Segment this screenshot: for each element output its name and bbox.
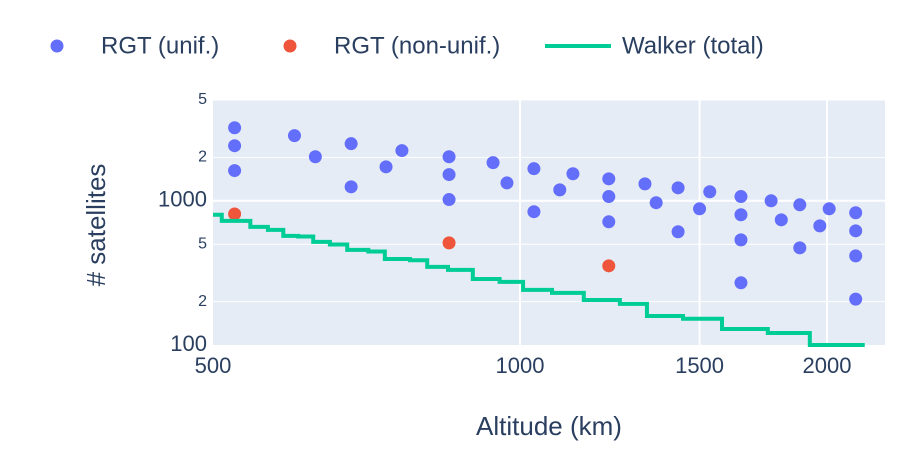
data-point (228, 207, 242, 221)
data-point (602, 172, 616, 186)
data-point (734, 208, 748, 222)
data-point (344, 180, 358, 194)
legend-marker (50, 39, 64, 53)
data-point (228, 139, 242, 153)
data-point (602, 215, 616, 229)
data-point (734, 276, 748, 290)
data-point (442, 168, 456, 182)
data-point (849, 224, 863, 238)
y-tick-label: 2 (198, 149, 207, 166)
data-point (734, 190, 748, 204)
x-axis-title: Altitude (km) (476, 411, 622, 441)
y-tick-label: 5 (198, 235, 207, 252)
data-point (553, 183, 567, 197)
data-point (671, 181, 685, 195)
data-point (228, 121, 242, 135)
y-tick-label: 1000 (158, 187, 207, 212)
data-point (671, 225, 685, 239)
data-point (649, 196, 663, 210)
x-tick-label: 2000 (802, 353, 851, 378)
data-point (395, 144, 409, 158)
data-point (379, 160, 393, 174)
line-series (213, 212, 865, 347)
legend-marker (283, 39, 297, 53)
data-point (822, 202, 836, 216)
data-point (308, 150, 322, 164)
data-point (527, 162, 541, 176)
data-point (602, 190, 616, 204)
data-point (442, 150, 456, 164)
data-point (527, 205, 541, 219)
data-point (793, 241, 807, 255)
data-point (734, 233, 748, 247)
legend-label: RGT (unif.) (101, 32, 219, 59)
y-tick-label: 2 (198, 293, 207, 310)
data-point (793, 198, 807, 212)
data-point (638, 177, 652, 191)
plot-area (213, 100, 885, 345)
data-point (442, 193, 456, 207)
data-point (849, 206, 863, 220)
data-point (849, 292, 863, 306)
data-point (602, 259, 616, 273)
data-point (813, 219, 827, 233)
data-point (228, 164, 242, 178)
data-point (486, 156, 500, 170)
data-point (566, 167, 580, 181)
y-tick-label: 5 (198, 91, 207, 108)
y-axis-title: # satellites (81, 164, 111, 287)
data-point (442, 236, 456, 250)
data-point (344, 137, 358, 151)
data-point (703, 185, 717, 199)
x-tick-label: 500 (195, 353, 232, 378)
y-tick-label: 100 (170, 331, 207, 356)
data-point (849, 249, 863, 263)
legend-label: Walker (total) (622, 32, 764, 59)
x-tick-label: 1000 (496, 353, 545, 378)
x-tick-label: 1500 (675, 353, 724, 378)
legend: RGT (unif.) RGT (non-unif.) Walker (total) (50, 32, 764, 59)
legend-label: RGT (non-unif.) (334, 32, 500, 59)
data-point (774, 213, 788, 227)
data-point (287, 129, 301, 143)
data-point (764, 194, 778, 208)
data-point (500, 176, 514, 190)
data-point (693, 202, 707, 216)
